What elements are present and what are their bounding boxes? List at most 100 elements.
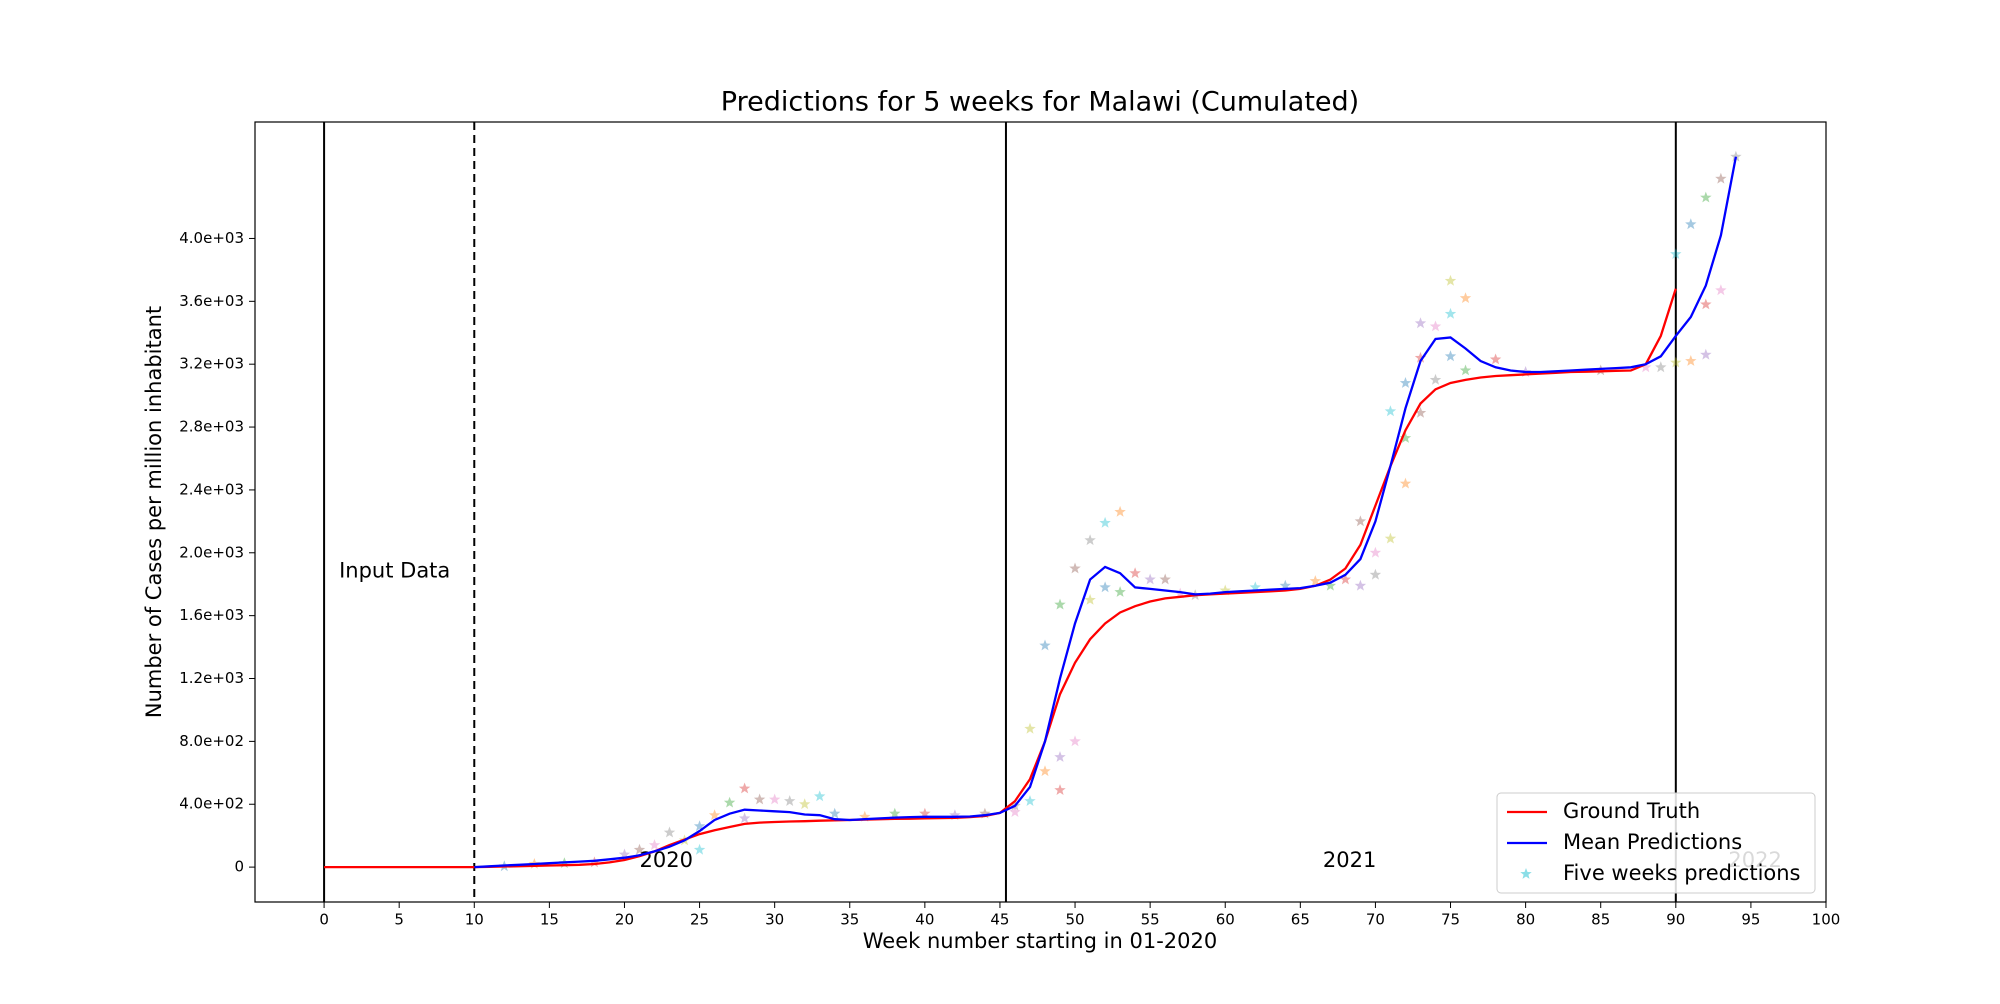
star-marker bbox=[979, 807, 991, 819]
x-tick-label: 95 bbox=[1741, 911, 1760, 929]
star-marker bbox=[1054, 784, 1066, 795]
x-tick-label: 90 bbox=[1666, 911, 1685, 929]
star-marker bbox=[1489, 353, 1502, 365]
x-tick-label: 35 bbox=[840, 911, 859, 929]
star-marker bbox=[1099, 516, 1111, 528]
star-marker bbox=[889, 807, 901, 819]
x-tick-label: 55 bbox=[1141, 911, 1160, 929]
star-marker bbox=[1114, 586, 1126, 597]
star-marker bbox=[1670, 356, 1682, 368]
star-marker bbox=[829, 807, 841, 819]
y-tick-label: 8.0e+02 bbox=[179, 732, 244, 750]
x-tick-label: 30 bbox=[765, 911, 784, 929]
x-tick-label: 50 bbox=[1065, 911, 1084, 929]
x-tick-label: 85 bbox=[1591, 911, 1610, 929]
x-tick-label: 20 bbox=[615, 911, 634, 929]
star-marker bbox=[693, 843, 706, 855]
x-tick-label: 80 bbox=[1516, 911, 1535, 929]
y-tick-label: 3.2e+03 bbox=[179, 355, 244, 373]
star-marker bbox=[1219, 584, 1231, 596]
star-marker bbox=[1354, 515, 1367, 527]
star-marker bbox=[1399, 377, 1412, 388]
y-axis-label: Number of Cases per million inhabitant bbox=[142, 306, 166, 718]
legend-box bbox=[1496, 792, 1816, 894]
star-marker bbox=[1054, 751, 1066, 762]
star-marker bbox=[1459, 292, 1472, 303]
star-marker bbox=[1429, 320, 1442, 332]
star-marker bbox=[753, 793, 766, 805]
annotation: 2021 bbox=[1323, 848, 1376, 872]
annotation: Input Data bbox=[339, 559, 450, 583]
y-tick-label: 0 bbox=[234, 858, 244, 876]
star-marker bbox=[1069, 735, 1081, 747]
legend-label: Mean Predictions bbox=[1563, 830, 1742, 854]
star-marker bbox=[1670, 248, 1682, 259]
star-marker bbox=[738, 782, 751, 794]
star-marker bbox=[1414, 406, 1427, 418]
star-marker bbox=[1354, 579, 1367, 591]
annotation: 2020 bbox=[639, 848, 692, 872]
star-marker bbox=[1114, 505, 1126, 517]
star-marker bbox=[1730, 150, 1742, 162]
legend: Ground Truth Mean Predictions Five weeks p… bbox=[1496, 792, 1816, 894]
star-marker bbox=[1054, 598, 1066, 610]
star-marker bbox=[648, 839, 661, 850]
y-tick-label: 2.0e+03 bbox=[179, 543, 244, 561]
star-marker bbox=[1084, 534, 1096, 546]
y-tick-label: 2.8e+03 bbox=[179, 418, 244, 436]
star-marker bbox=[1459, 364, 1472, 376]
x-tick-label: 65 bbox=[1291, 911, 1310, 929]
star-marker bbox=[1399, 432, 1412, 443]
x-tick-label: 60 bbox=[1216, 911, 1235, 929]
star-marker bbox=[1414, 317, 1427, 329]
star-marker bbox=[738, 812, 751, 824]
star-marker bbox=[693, 820, 706, 832]
legend-label: Ground Truth bbox=[1563, 799, 1700, 823]
star-marker bbox=[1309, 575, 1322, 586]
star-marker bbox=[1039, 639, 1051, 651]
legend-swatch bbox=[1520, 868, 1532, 879]
star-marker bbox=[723, 796, 736, 808]
star-marker bbox=[1369, 568, 1382, 580]
star-marker bbox=[1039, 765, 1051, 777]
star-marker bbox=[1159, 573, 1171, 585]
star-marker bbox=[1715, 284, 1727, 296]
star-marker bbox=[1655, 361, 1667, 373]
y-tick-label: 4.0e+02 bbox=[179, 795, 244, 813]
x-tick-label: 40 bbox=[915, 911, 934, 929]
x-tick-label: 100 bbox=[1812, 911, 1841, 929]
star-marker bbox=[1084, 593, 1096, 605]
star-marker bbox=[663, 826, 676, 838]
star-marker bbox=[1444, 274, 1457, 286]
star-marker bbox=[1024, 722, 1036, 734]
star-marker bbox=[1069, 562, 1081, 574]
star-marker bbox=[1700, 191, 1712, 203]
star-marker bbox=[1384, 405, 1397, 417]
star-marker bbox=[784, 795, 796, 806]
y-tick-label: 1.2e+03 bbox=[179, 669, 244, 687]
legend-label: Five weeks predictions bbox=[1563, 861, 1801, 885]
star-marker bbox=[1700, 298, 1712, 310]
star-marker bbox=[799, 798, 811, 810]
star-marker bbox=[1399, 477, 1412, 489]
x-axis-label: Week number starting in 01-2020 bbox=[863, 929, 1217, 953]
star-marker bbox=[859, 810, 871, 822]
star-marker bbox=[1715, 172, 1727, 184]
star-marker bbox=[1249, 581, 1261, 593]
star-marker bbox=[1384, 532, 1397, 544]
plot-frame bbox=[254, 121, 1827, 903]
line-series bbox=[474, 156, 1738, 869]
star-marker bbox=[618, 848, 631, 860]
star-marker bbox=[1129, 567, 1141, 579]
star-marker bbox=[1685, 355, 1697, 366]
y-tick-label: 4.0e+03 bbox=[179, 229, 244, 247]
star-marker bbox=[1099, 581, 1111, 593]
star-marker bbox=[949, 809, 961, 821]
star-marker bbox=[1414, 351, 1427, 363]
star-marker bbox=[1369, 546, 1382, 558]
star-marker bbox=[1640, 361, 1652, 373]
star-marker bbox=[1429, 373, 1442, 385]
star-marker bbox=[919, 807, 931, 819]
star-marker bbox=[1024, 795, 1036, 806]
star-marker bbox=[1324, 579, 1337, 591]
